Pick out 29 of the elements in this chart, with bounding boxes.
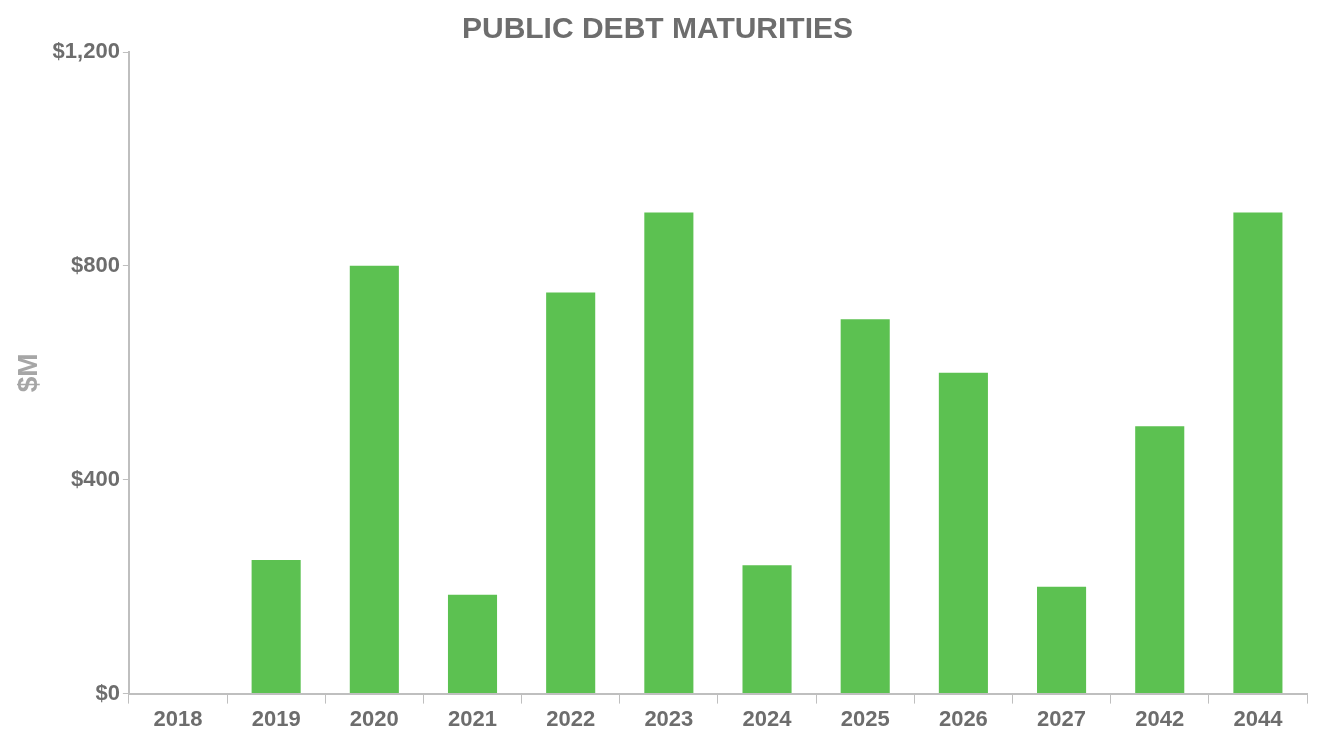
bar [447, 594, 498, 694]
x-tick-label: 2019 [251, 705, 301, 731]
x-tick-label: 2024 [742, 705, 793, 731]
bar [1037, 586, 1087, 694]
bar [1135, 426, 1185, 694]
x-tick-label: 2023 [644, 705, 694, 731]
bar [938, 372, 988, 694]
x-tick-label: 2027 [1037, 705, 1087, 731]
x-tick-label: 2021 [448, 705, 497, 731]
bar [251, 559, 301, 694]
y-tick-label: $800 [70, 251, 120, 277]
x-tick-label: 2044 [1233, 705, 1284, 731]
x-tick-label: 2022 [546, 705, 596, 731]
y-tick-label: $1,200 [52, 38, 120, 64]
x-tick-label: 2018 [153, 705, 203, 731]
x-tick-label: 2026 [938, 705, 988, 731]
x-tick-label: 2020 [349, 705, 399, 731]
bar [840, 319, 890, 694]
y-axis-title: $M [11, 353, 43, 393]
bar [349, 265, 399, 694]
chart-title: PUBLIC DEBT MATURITIES [461, 11, 854, 45]
y-tick-label: $0 [95, 679, 120, 705]
bar [1233, 212, 1283, 694]
x-tick-label: 2025 [840, 705, 890, 731]
bar [546, 292, 596, 694]
y-tick-label: $400 [70, 465, 120, 491]
bar [742, 565, 792, 694]
bar [644, 212, 694, 694]
x-tick-label: 2042 [1135, 705, 1185, 731]
